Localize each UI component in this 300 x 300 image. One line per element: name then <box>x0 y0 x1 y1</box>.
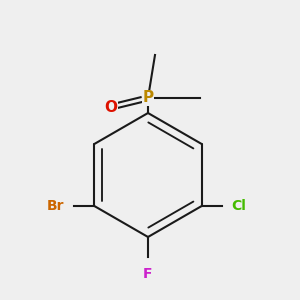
Text: O: O <box>104 100 118 115</box>
Text: Cl: Cl <box>232 199 247 213</box>
Text: Br: Br <box>47 199 64 213</box>
Text: P: P <box>142 91 154 106</box>
Text: F: F <box>143 267 153 281</box>
